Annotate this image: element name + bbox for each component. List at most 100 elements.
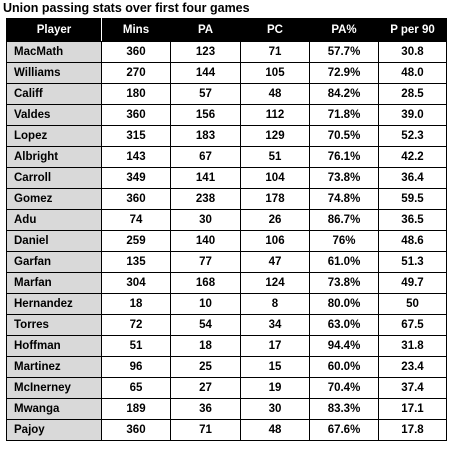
cell-mins: 96 [101, 356, 171, 378]
cell-mins: 143 [101, 146, 171, 168]
table-row: Daniel 259 140 106 76% 48.6 [6, 230, 447, 252]
cell-mins: 360 [101, 419, 171, 441]
cell-mins: 360 [101, 188, 171, 210]
cell-p-per-90: 67.5 [378, 314, 447, 336]
table-row: Marfan 304 168 124 73.8% 49.7 [6, 272, 447, 294]
table-row: Hernandez 18 10 8 80.0% 50 [6, 293, 447, 315]
cell-p-per-90: 36.5 [378, 209, 447, 231]
cell-pa-percent: 63.0% [309, 314, 379, 336]
cell-p-per-90: 36.4 [378, 167, 447, 189]
cell-pa: 168 [170, 272, 241, 294]
cell-mins: 72 [101, 314, 171, 336]
cell-mins: 315 [101, 125, 171, 147]
cell-mins: 259 [101, 230, 171, 252]
cell-pc: 8 [240, 293, 310, 315]
cell-pa-percent: 57.7% [309, 41, 379, 63]
cell-pa-percent: 70.5% [309, 125, 379, 147]
cell-p-per-90: 28.5 [378, 83, 447, 105]
cell-pa: 54 [170, 314, 241, 336]
cell-pc: 15 [240, 356, 310, 378]
table-row: Torres 72 54 34 63.0% 67.5 [6, 314, 447, 336]
cell-pa: 25 [170, 356, 241, 378]
cell-pc: 48 [240, 419, 310, 441]
cell-player-name: Carroll [6, 167, 102, 189]
cell-pa-percent: 76.1% [309, 146, 379, 168]
header-row: Player Mins PA PC PA% P per 90 [6, 18, 447, 42]
header-pa: PA [170, 18, 241, 42]
cell-p-per-90: 23.4 [378, 356, 447, 378]
cell-pc: 71 [240, 41, 310, 63]
cell-player-name: Daniel [6, 230, 102, 252]
cell-pc: 48 [240, 83, 310, 105]
cell-player-name: Gomez [6, 188, 102, 210]
table-row: Valdes 360 156 112 71.8% 39.0 [6, 104, 447, 126]
table-row: Lopez 315 183 129 70.5% 52.3 [6, 125, 447, 147]
table-body: MacMath 360 123 71 57.7% 30.8 Williams 270 144 10… [6, 41, 447, 441]
cell-pa-percent: 72.9% [309, 62, 379, 84]
cell-pa-percent: 67.6% [309, 419, 379, 441]
table-row: Pajoy 360 71 48 67.6% 17.8 [6, 419, 447, 441]
cell-pa: 18 [170, 335, 241, 357]
cell-mins: 189 [101, 398, 171, 420]
cell-pc: 104 [240, 167, 310, 189]
cell-player-name: Califf [6, 83, 102, 105]
table-row: Adu 74 30 26 86.7% 36.5 [6, 209, 447, 231]
cell-pa-percent: 71.8% [309, 104, 379, 126]
cell-pc: 47 [240, 251, 310, 273]
cell-p-per-90: 59.5 [378, 188, 447, 210]
cell-mins: 304 [101, 272, 171, 294]
cell-pa: 144 [170, 62, 241, 84]
cell-player-name: Lopez [6, 125, 102, 147]
cell-pc: 178 [240, 188, 310, 210]
table-title: Union passing stats over first four game… [3, 1, 250, 15]
cell-player-name: Williams [6, 62, 102, 84]
cell-player-name: Hernandez [6, 293, 102, 315]
table-row: Martinez 96 25 15 60.0% 23.4 [6, 356, 447, 378]
cell-player-name: Mwanga [6, 398, 102, 420]
cell-player-name: Torres [6, 314, 102, 336]
table-row: Carroll 349 141 104 73.8% 36.4 [6, 167, 447, 189]
cell-pa-percent: 60.0% [309, 356, 379, 378]
cell-p-per-90: 48.0 [378, 62, 447, 84]
cell-pa: 30 [170, 209, 241, 231]
cell-p-per-90: 42.2 [378, 146, 447, 168]
cell-pa: 141 [170, 167, 241, 189]
cell-pc: 51 [240, 146, 310, 168]
cell-pc: 30 [240, 398, 310, 420]
cell-pc: 105 [240, 62, 310, 84]
cell-player-name: McInerney [6, 377, 102, 399]
cell-player-name: Valdes [6, 104, 102, 126]
cell-pa-percent: 86.7% [309, 209, 379, 231]
header-mins: Mins [101, 18, 171, 42]
table-row: Williams 270 144 105 72.9% 48.0 [6, 62, 447, 84]
table-row: Mwanga 189 36 30 83.3% 17.1 [6, 398, 447, 420]
cell-p-per-90: 17.1 [378, 398, 447, 420]
cell-player-name: Hoffman [6, 335, 102, 357]
cell-pc: 106 [240, 230, 310, 252]
cell-p-per-90: 30.8 [378, 41, 447, 63]
table-row: Gomez 360 238 178 74.8% 59.5 [6, 188, 447, 210]
cell-pa: 123 [170, 41, 241, 63]
cell-mins: 180 [101, 83, 171, 105]
header-pa-percent: PA% [309, 18, 379, 42]
cell-player-name: Martinez [6, 356, 102, 378]
cell-player-name: Adu [6, 209, 102, 231]
cell-pa: 57 [170, 83, 241, 105]
cell-pc: 112 [240, 104, 310, 126]
cell-pa-percent: 80.0% [309, 293, 379, 315]
cell-mins: 360 [101, 41, 171, 63]
cell-pc: 26 [240, 209, 310, 231]
cell-pa-percent: 73.8% [309, 272, 379, 294]
cell-mins: 74 [101, 209, 171, 231]
cell-pc: 34 [240, 314, 310, 336]
cell-mins: 270 [101, 62, 171, 84]
cell-player-name: Marfan [6, 272, 102, 294]
cell-pa-percent: 76% [309, 230, 379, 252]
cell-player-name: Pajoy [6, 419, 102, 441]
cell-mins: 360 [101, 104, 171, 126]
header-pc: PC [240, 18, 310, 42]
cell-mins: 349 [101, 167, 171, 189]
cell-pc: 17 [240, 335, 310, 357]
cell-p-per-90: 48.6 [378, 230, 447, 252]
cell-pa: 71 [170, 419, 241, 441]
